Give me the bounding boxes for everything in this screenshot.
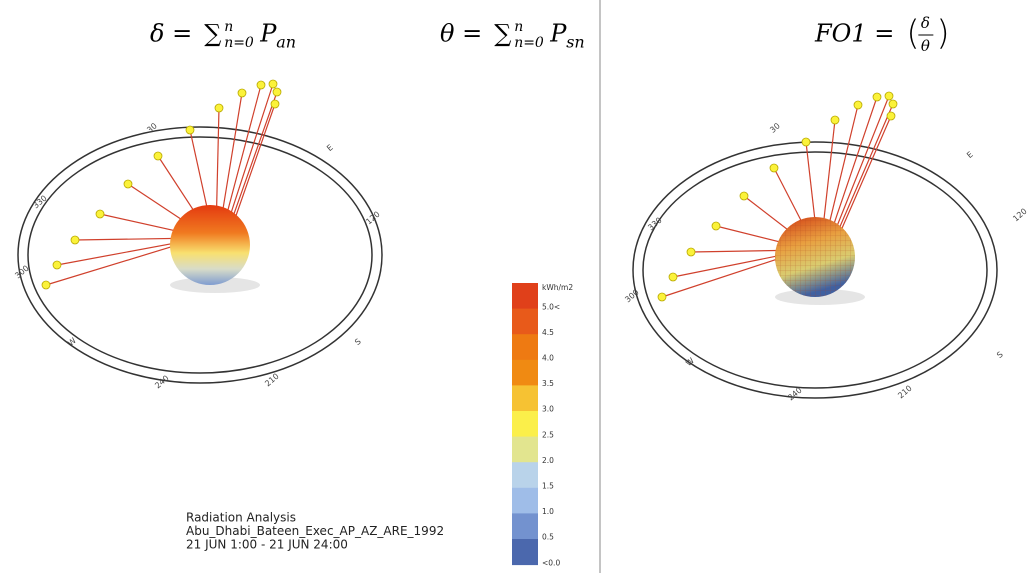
legend-label: 3.5 (542, 379, 554, 388)
sun-position (854, 101, 862, 109)
formula-num: δ (921, 14, 930, 32)
sphere (170, 205, 250, 285)
legend-cell (512, 283, 538, 309)
legend-cell (512, 488, 538, 514)
legend-label: 0.5 (542, 533, 554, 542)
legend-cell (512, 462, 538, 488)
sun-ray (225, 84, 273, 232)
legend-cell (512, 539, 538, 565)
formula-var: P (259, 20, 277, 48)
caption-line: Abu_Dhabi_Bateen_Exec_AP_AZ_ARE_1992 (186, 524, 444, 538)
compass-label: E (325, 143, 335, 153)
legend-cell (512, 437, 538, 463)
legend-cell (512, 360, 538, 386)
figure: δ =∑nn=0Panθ =∑nn=0PsnFO1 =(δθ)30E120S21… (0, 0, 1028, 573)
legend-label: <0.0 (542, 558, 560, 567)
compass-label: 240 (153, 374, 170, 391)
sun-position (273, 88, 281, 96)
sun-position (770, 164, 778, 172)
sun-position (658, 293, 666, 301)
legend-label: 1.0 (542, 507, 554, 516)
compass-label: 120 (364, 210, 381, 227)
caption-line: Radiation Analysis (186, 511, 296, 525)
compass-label: 330 (31, 194, 48, 211)
legend-label: 4.5 (542, 328, 554, 337)
sun-position (154, 152, 162, 160)
sun-position (889, 100, 897, 108)
caption-line: 21 JUN 1:00 - 21 JUN 24:00 (186, 538, 348, 552)
formula-var-sub: sn (566, 33, 585, 52)
formula-var: P (549, 20, 567, 48)
sun-position (802, 138, 810, 146)
sun-position (124, 180, 132, 188)
paren: ( (906, 14, 919, 54)
sun-position (740, 192, 748, 200)
legend-label: 1.5 (542, 482, 554, 491)
compass-label: S (353, 337, 363, 347)
legend-label: 4.0 (542, 354, 554, 363)
sun-position (873, 93, 881, 101)
sun-position (831, 116, 839, 124)
formula-sup: n (224, 19, 233, 35)
legend-label: 5.0< (542, 302, 560, 311)
formula-sup: n (514, 19, 523, 35)
formula-den: θ (921, 37, 930, 55)
formula-sum: ∑ (204, 20, 221, 48)
sun-ray (836, 116, 891, 242)
sun-position (885, 92, 893, 100)
sun-position (269, 80, 277, 88)
sun-position (712, 222, 720, 230)
legend-cell (512, 411, 538, 437)
sun-position (687, 248, 695, 256)
sun-position (669, 273, 677, 281)
formula-lhs: θ = (440, 20, 482, 48)
compass-label: S (995, 350, 1005, 360)
sphere-mesh (775, 217, 855, 297)
sun-position (215, 104, 223, 112)
sun-position (71, 236, 79, 244)
formula-sum: ∑ (494, 20, 511, 48)
sun-position (186, 126, 194, 134)
compass-label: 120 (1011, 207, 1028, 224)
compass-label: 210 (896, 384, 913, 401)
compass-label: E (965, 150, 975, 160)
legend-cell (512, 385, 538, 411)
sun-position (53, 261, 61, 269)
formula-sub: n=0 (514, 35, 544, 51)
sun-position (42, 281, 50, 289)
compass-label: 30 (768, 121, 782, 134)
legend-cell (512, 309, 538, 335)
legend-cell (512, 513, 538, 539)
sun-ray (228, 92, 277, 231)
formula: FO1 = (δθ) (814, 14, 950, 56)
sun-position (257, 81, 265, 89)
legend-label: 3.0 (542, 405, 554, 414)
sun-position (96, 210, 104, 218)
canvas: δ =∑nn=0Panθ =∑nn=0PsnFO1 =(δθ)30E120S21… (0, 0, 1028, 573)
formula-lhs: δ = (150, 20, 192, 48)
legend-label: 2.0 (542, 456, 554, 465)
sun-position (238, 89, 246, 97)
formula-var-sub: an (276, 33, 296, 52)
legend-label: 2.5 (542, 430, 554, 439)
legend-unit: kWh/m2 (542, 283, 573, 292)
formula-lhs: FO1 = (814, 20, 894, 48)
formula-sub: n=0 (224, 35, 254, 51)
legend-cell (512, 334, 538, 360)
sun-position (887, 112, 895, 120)
sun-position (271, 100, 279, 108)
paren: ) (936, 14, 949, 54)
